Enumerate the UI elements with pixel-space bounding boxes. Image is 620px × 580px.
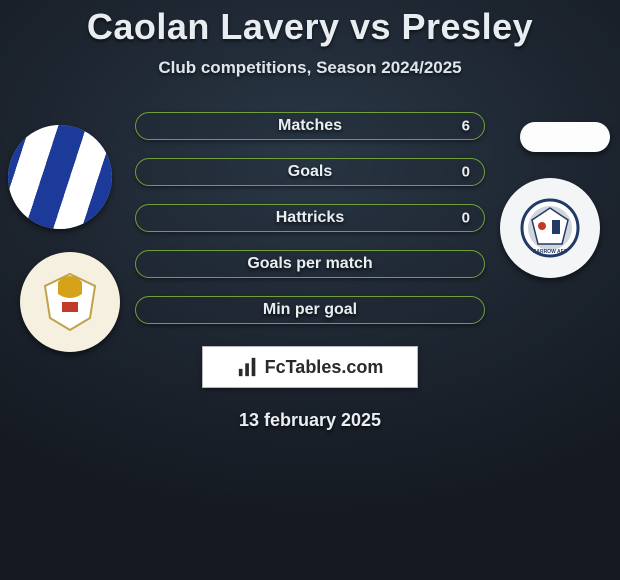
stat-row: Goals per match (135, 250, 485, 278)
svg-text:BARROW AFC: BARROW AFC (533, 249, 568, 255)
watermark-text: FcTables.com (265, 357, 384, 378)
player-right-avatar (520, 122, 610, 152)
stats-container: Matches 6 Goals 0 Hattricks 0 Goals per … (135, 112, 485, 324)
stat-label: Hattricks (276, 209, 344, 227)
stat-row: Min per goal (135, 296, 485, 324)
watermark-box: FcTables.com (202, 346, 418, 388)
stat-label: Matches (278, 117, 342, 135)
stat-label: Min per goal (263, 301, 357, 319)
stat-right-value: 6 (462, 118, 470, 135)
stat-row: Matches 6 (135, 112, 485, 140)
stat-row: Goals 0 (135, 158, 485, 186)
crest-left-icon (40, 272, 100, 332)
stat-label: Goals per match (247, 255, 372, 273)
stat-label: Goals (288, 163, 332, 181)
crest-right-icon: BARROW AFC (520, 198, 580, 258)
club-right-badge: BARROW AFC (500, 178, 600, 278)
jersey-icon (8, 125, 112, 229)
stat-row: Hattricks 0 (135, 204, 485, 232)
player-left-avatar (8, 125, 112, 229)
club-left-badge (20, 252, 120, 352)
page-subtitle: Club competitions, Season 2024/2025 (0, 58, 620, 78)
date-text: 13 february 2025 (0, 410, 620, 431)
stat-right-value: 0 (462, 210, 470, 227)
page-title: Caolan Lavery vs Presley (0, 0, 620, 48)
bar-chart-icon (237, 356, 259, 378)
stat-right-value: 0 (462, 164, 470, 181)
